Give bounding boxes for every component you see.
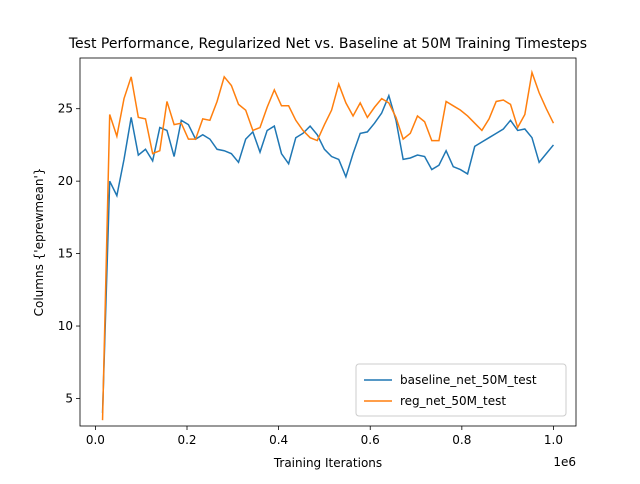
legend-box (355, 363, 567, 417)
chart-title: Test Performance, Regularized Net vs. Ba… (68, 36, 587, 52)
y-tick-label: 5 (65, 391, 73, 405)
x-tick-label: 0.4 (269, 433, 288, 447)
x-tick-label: 1.0 (544, 433, 563, 447)
x-tick-label: 0.8 (452, 433, 471, 447)
y-tick-label: 10 (58, 319, 73, 333)
axes-frame (79, 57, 577, 427)
series-line (101, 69, 555, 421)
x-tick-label: 0.2 (177, 433, 196, 447)
y-tick-label: 20 (58, 174, 73, 188)
series-line (101, 93, 555, 413)
x-tick-label: 0.0 (86, 433, 105, 447)
x-axis-label: Training Iterations (273, 456, 382, 470)
x-tick-label: 0.6 (361, 433, 380, 447)
y-axis-label: Columns {'eprewmean'} (32, 168, 46, 317)
y-tick-label: 25 (58, 102, 73, 116)
legend-label: reg_net_50M_test (400, 394, 506, 408)
legend-label: baseline_net_50M_test (400, 373, 537, 387)
y-tick-label: 15 (58, 247, 73, 261)
x-offset-label: 1e6 (553, 455, 576, 469)
